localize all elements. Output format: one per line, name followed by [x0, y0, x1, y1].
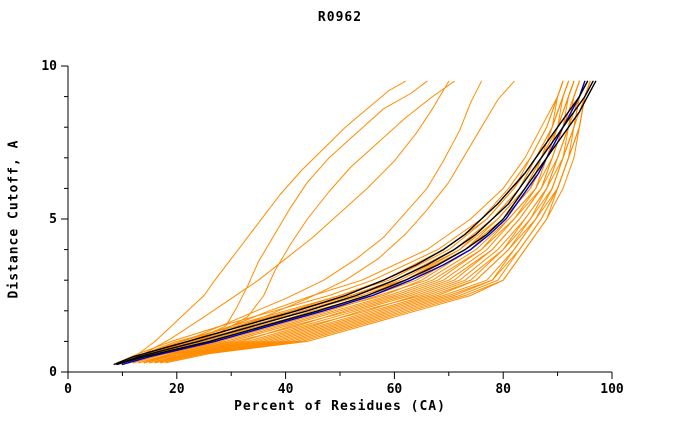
series-line-model-orange-18 — [149, 80, 586, 364]
series-line-model-orange-16 — [143, 80, 580, 364]
x-tick-label: 20 — [169, 382, 185, 397]
x-tick-label: 0 — [64, 382, 72, 397]
x-axis-label: Percent of Residues (CA) — [234, 399, 446, 414]
series-line-model-orange-02 — [116, 80, 564, 364]
y-tick-label: 0 — [49, 365, 57, 380]
series-line-model-black-3 — [113, 80, 589, 366]
y-tick-label: 10 — [41, 59, 57, 74]
series-line-model-orange-04 — [121, 80, 569, 364]
series-line-model-orange-outlier-3 — [127, 80, 428, 364]
series-line-model-orange-14 — [138, 80, 580, 364]
x-tick-label: 80 — [495, 382, 511, 397]
series-line-model-orange-outlier-2 — [121, 80, 450, 364]
series-line-model-orange-25 — [160, 80, 591, 364]
series-line-model-orange-outlier-5 — [127, 80, 482, 364]
series-line-model-orange-23 — [154, 80, 591, 364]
y-tick-label: 5 — [49, 212, 57, 227]
series-line-model-orange-01 — [116, 80, 564, 364]
series-line-model-orange-outlier-6 — [132, 80, 515, 364]
series-line-model-orange-26 — [165, 80, 591, 364]
x-tick-label: 60 — [387, 382, 403, 397]
series-line-model-orange-21 — [154, 80, 586, 364]
chart-title: R0962 — [317, 10, 363, 25]
series-line-model-orange-05 — [121, 80, 569, 364]
x-tick-label: 40 — [278, 382, 294, 397]
series-line-model-black-1 — [116, 80, 594, 366]
series-line-model-orange-08 — [127, 80, 575, 364]
x-tick-label: 100 — [600, 382, 624, 397]
series-line-model-black-2 — [116, 80, 597, 366]
series-line-model-orange-22 — [154, 80, 591, 364]
series-line-model-orange-15 — [143, 80, 580, 364]
series-line-model-orange-17 — [143, 80, 586, 364]
series-line-model-orange-outlier-4 — [132, 80, 455, 364]
series-line-model-orange-outlier-1 — [121, 80, 406, 364]
